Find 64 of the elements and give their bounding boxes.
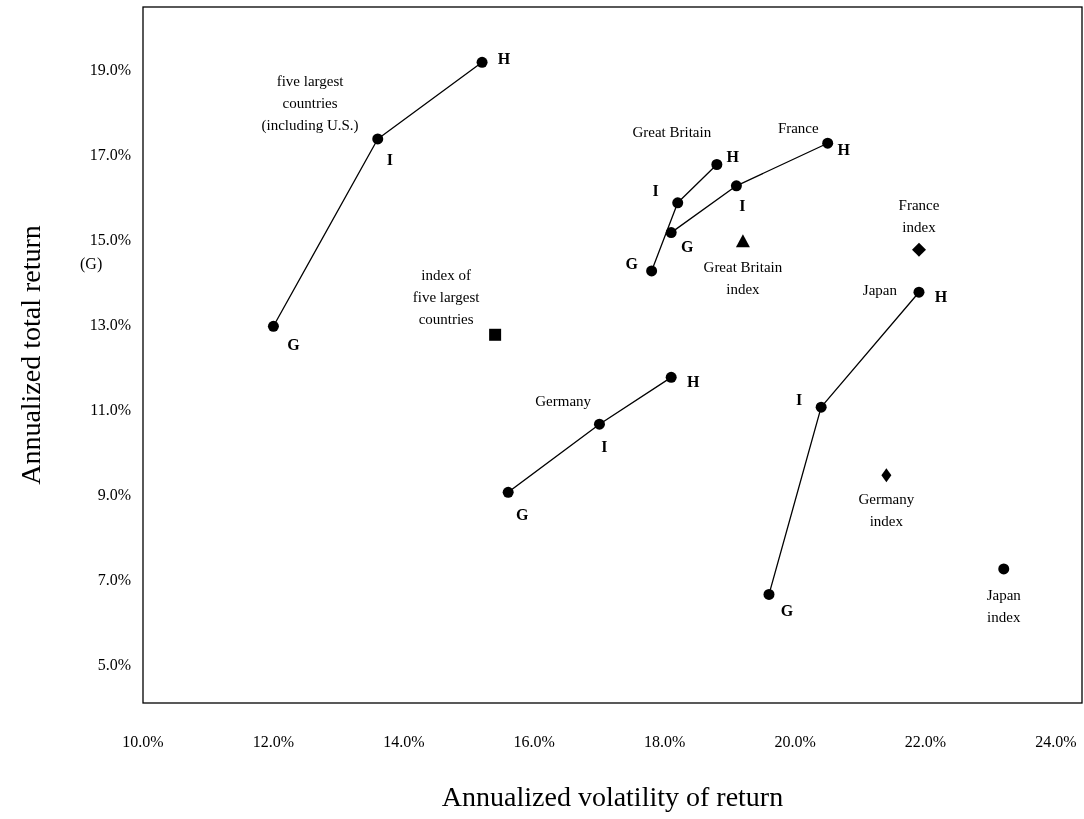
data-label: H — [726, 148, 740, 166]
y-tick-label: 19.0% — [89, 60, 131, 78]
data-label: H — [837, 140, 851, 158]
y-tick-label: 13.0% — [89, 315, 131, 333]
point — [476, 56, 488, 68]
text: Great Britain index — [703, 259, 783, 298]
point — [593, 418, 605, 430]
point — [711, 159, 723, 171]
data-label: I — [386, 150, 393, 168]
series-label: Great Britain — [632, 123, 712, 140]
data-label: G — [287, 335, 301, 353]
point — [646, 265, 658, 277]
point — [665, 371, 677, 383]
point — [815, 401, 827, 413]
x-tick-label: 20.0% — [774, 732, 816, 750]
point — [881, 468, 892, 483]
x-tick-label: 24.0% — [1035, 732, 1077, 750]
point — [822, 137, 834, 149]
y-tick-label: 5.0% — [97, 656, 131, 674]
y-tick-label: 7.0% — [97, 571, 131, 589]
x-axis-title: Annualized volatility of return — [441, 781, 784, 813]
data-label: I — [601, 437, 608, 455]
x-tick-label: 12.0% — [252, 732, 295, 750]
point — [730, 180, 742, 192]
y-tick-label: 11.0% — [90, 401, 131, 419]
series-label: index of five largest countries — [412, 267, 481, 328]
data-label: G — [625, 254, 639, 272]
data-label: G — [780, 602, 794, 620]
y-tick-label: 17.0% — [89, 145, 131, 163]
point — [763, 588, 775, 600]
x-tick-label: 16.0% — [513, 732, 555, 750]
point — [372, 133, 384, 145]
y-tick-label: 15.0% — [89, 230, 131, 248]
series-label: France — [777, 120, 820, 137]
data-label: H — [934, 287, 948, 305]
point — [267, 320, 279, 332]
series-label: five largest countries (including U.S.) — [261, 73, 359, 135]
data-label: G — [515, 505, 529, 523]
point — [672, 197, 684, 209]
point — [489, 328, 502, 341]
y-axis-title: Annualized total return — [15, 225, 47, 485]
series-label: Germany index — [858, 491, 915, 530]
series-label: Japan — [862, 282, 898, 299]
series-label: Japan index — [986, 587, 1022, 626]
x-tick-label: 10.0% — [122, 732, 164, 750]
x-tick-label: 22.0% — [904, 732, 947, 750]
data-label: I — [739, 197, 746, 215]
point — [911, 242, 926, 257]
point — [735, 234, 750, 248]
y-tick-label: 9.0% — [97, 486, 131, 504]
series-label: France index — [898, 197, 940, 236]
series-label: Germany — [535, 393, 592, 410]
data-label: H — [497, 50, 511, 68]
data-label: H — [686, 373, 700, 391]
point — [665, 227, 677, 239]
point — [998, 563, 1010, 575]
point — [502, 486, 514, 498]
x-tick-label: 18.0% — [644, 732, 686, 750]
x-tick-label: 14.0% — [383, 732, 425, 750]
data-label: I — [652, 182, 659, 200]
text: (G) — [80, 254, 103, 273]
data-label: G — [680, 238, 694, 256]
data-label: I — [796, 390, 803, 408]
point — [913, 286, 925, 298]
